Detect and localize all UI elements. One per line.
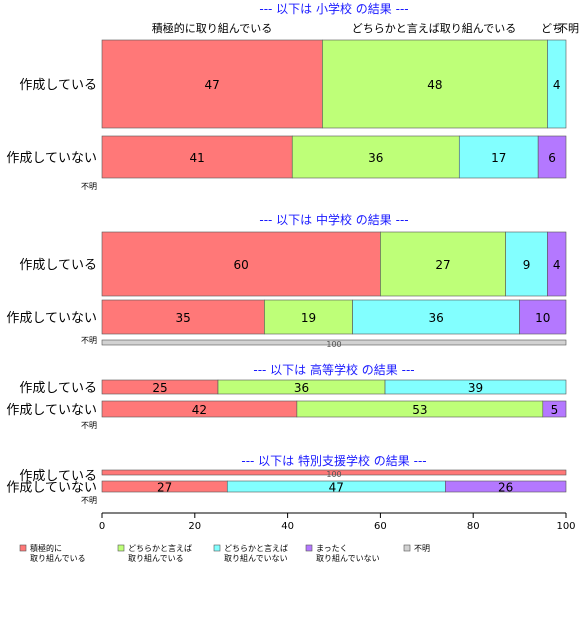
- row-label: 作成していない: [6, 311, 97, 326]
- data-label: 47: [205, 78, 220, 92]
- row-label: 作成している: [19, 258, 97, 273]
- legend-swatch: [19, 544, 27, 552]
- data-label: 9: [523, 258, 531, 272]
- data-label: 25: [152, 381, 167, 395]
- row-label: 作成している: [19, 78, 97, 93]
- data-label: 5: [551, 403, 559, 417]
- category-header: 不明: [557, 22, 579, 35]
- legend-label: 取り組んでいない: [316, 553, 380, 563]
- data-label: 53: [412, 403, 427, 417]
- bar-segment: [101, 231, 381, 297]
- legend-label: 取り組んでいる: [128, 553, 184, 563]
- data-label: 10: [535, 311, 550, 325]
- bar-segment: [380, 231, 506, 297]
- data-label: 100: [326, 340, 341, 349]
- data-label: 17: [491, 151, 506, 165]
- bar-segment: [352, 299, 520, 335]
- data-label: 35: [176, 311, 191, 325]
- bar-segment: [101, 469, 567, 476]
- section-title: --- 以下は 高等学校 の結果 ---: [253, 362, 414, 377]
- data-label: 36: [368, 151, 383, 165]
- legend-label: どちらかと言えば: [224, 543, 288, 553]
- category-header: どち: [541, 22, 563, 35]
- bar-segment: [101, 135, 293, 179]
- data-label: 39: [468, 381, 483, 395]
- data-label: 60: [234, 258, 249, 272]
- x-tick-label: 0: [99, 521, 105, 532]
- row-label: 不明: [81, 182, 97, 191]
- legend-swatch: [403, 544, 411, 552]
- bar-segment: [322, 39, 548, 129]
- row-label: 作成していない: [6, 151, 97, 166]
- legend-label: まったく: [316, 544, 348, 553]
- bar-segment: [101, 339, 567, 346]
- section-title: --- 以下は 特別支援学校 の結果 ---: [241, 453, 426, 468]
- row-label: 不明: [81, 421, 97, 430]
- data-label: 19: [301, 311, 316, 325]
- x-tick-label: 100: [556, 521, 575, 532]
- data-label: 4: [553, 258, 561, 272]
- legend-label: 不明: [414, 544, 430, 553]
- bar-segment: [542, 400, 567, 418]
- data-label: 27: [157, 481, 172, 495]
- data-label: 27: [435, 258, 450, 272]
- row-label: 作成している: [19, 381, 97, 396]
- bar-segment: [445, 480, 567, 493]
- x-tick-label: 20: [188, 521, 201, 532]
- category-header: 積極的に取り組んでいる: [152, 21, 272, 35]
- legend-label: どちらかと言えば: [128, 543, 192, 553]
- row-label: 作成していない: [6, 481, 97, 496]
- data-label: 36: [294, 381, 309, 395]
- row-label: 作成していない: [6, 403, 97, 418]
- category-header: どちらかと言えば取り組んでいる: [352, 22, 516, 35]
- data-label: 4: [553, 78, 561, 92]
- legend-swatch: [117, 544, 125, 552]
- bar-segment: [537, 135, 567, 179]
- section-title: --- 以下は 中学校 の結果 ---: [259, 212, 408, 227]
- bar-segment: [505, 231, 548, 297]
- bar-segment: [519, 299, 567, 335]
- data-label: 100: [326, 470, 341, 479]
- legend-swatch: [213, 544, 221, 552]
- row-label: 不明: [81, 496, 97, 505]
- data-label: 42: [192, 403, 207, 417]
- legend-swatch: [305, 544, 313, 552]
- data-label: 6: [548, 151, 556, 165]
- bar-segment: [547, 231, 567, 297]
- bar-segment: [291, 135, 460, 179]
- legend-label: 積極的に: [30, 543, 62, 553]
- x-tick-label: 40: [281, 521, 294, 532]
- section-title: --- 以下は 小学校 の結果 ---: [259, 1, 408, 16]
- data-label: 41: [189, 151, 204, 165]
- legend-label: 取り組んでいない: [224, 553, 288, 563]
- bar-segment: [458, 135, 539, 179]
- bar-segment: [384, 379, 567, 395]
- legend-label: 取り組んでいる: [30, 553, 86, 563]
- data-label: 26: [498, 481, 513, 495]
- x-tick-label: 80: [467, 521, 480, 532]
- bar-segment: [264, 299, 353, 335]
- x-tick-label: 60: [374, 521, 387, 532]
- data-label: 48: [427, 78, 442, 92]
- data-label: 36: [428, 311, 443, 325]
- bar-segment: [547, 39, 567, 129]
- data-label: 47: [329, 481, 344, 495]
- bar-segment: [101, 299, 265, 335]
- row-label: 作成している: [19, 469, 97, 484]
- row-label: 不明: [81, 336, 97, 345]
